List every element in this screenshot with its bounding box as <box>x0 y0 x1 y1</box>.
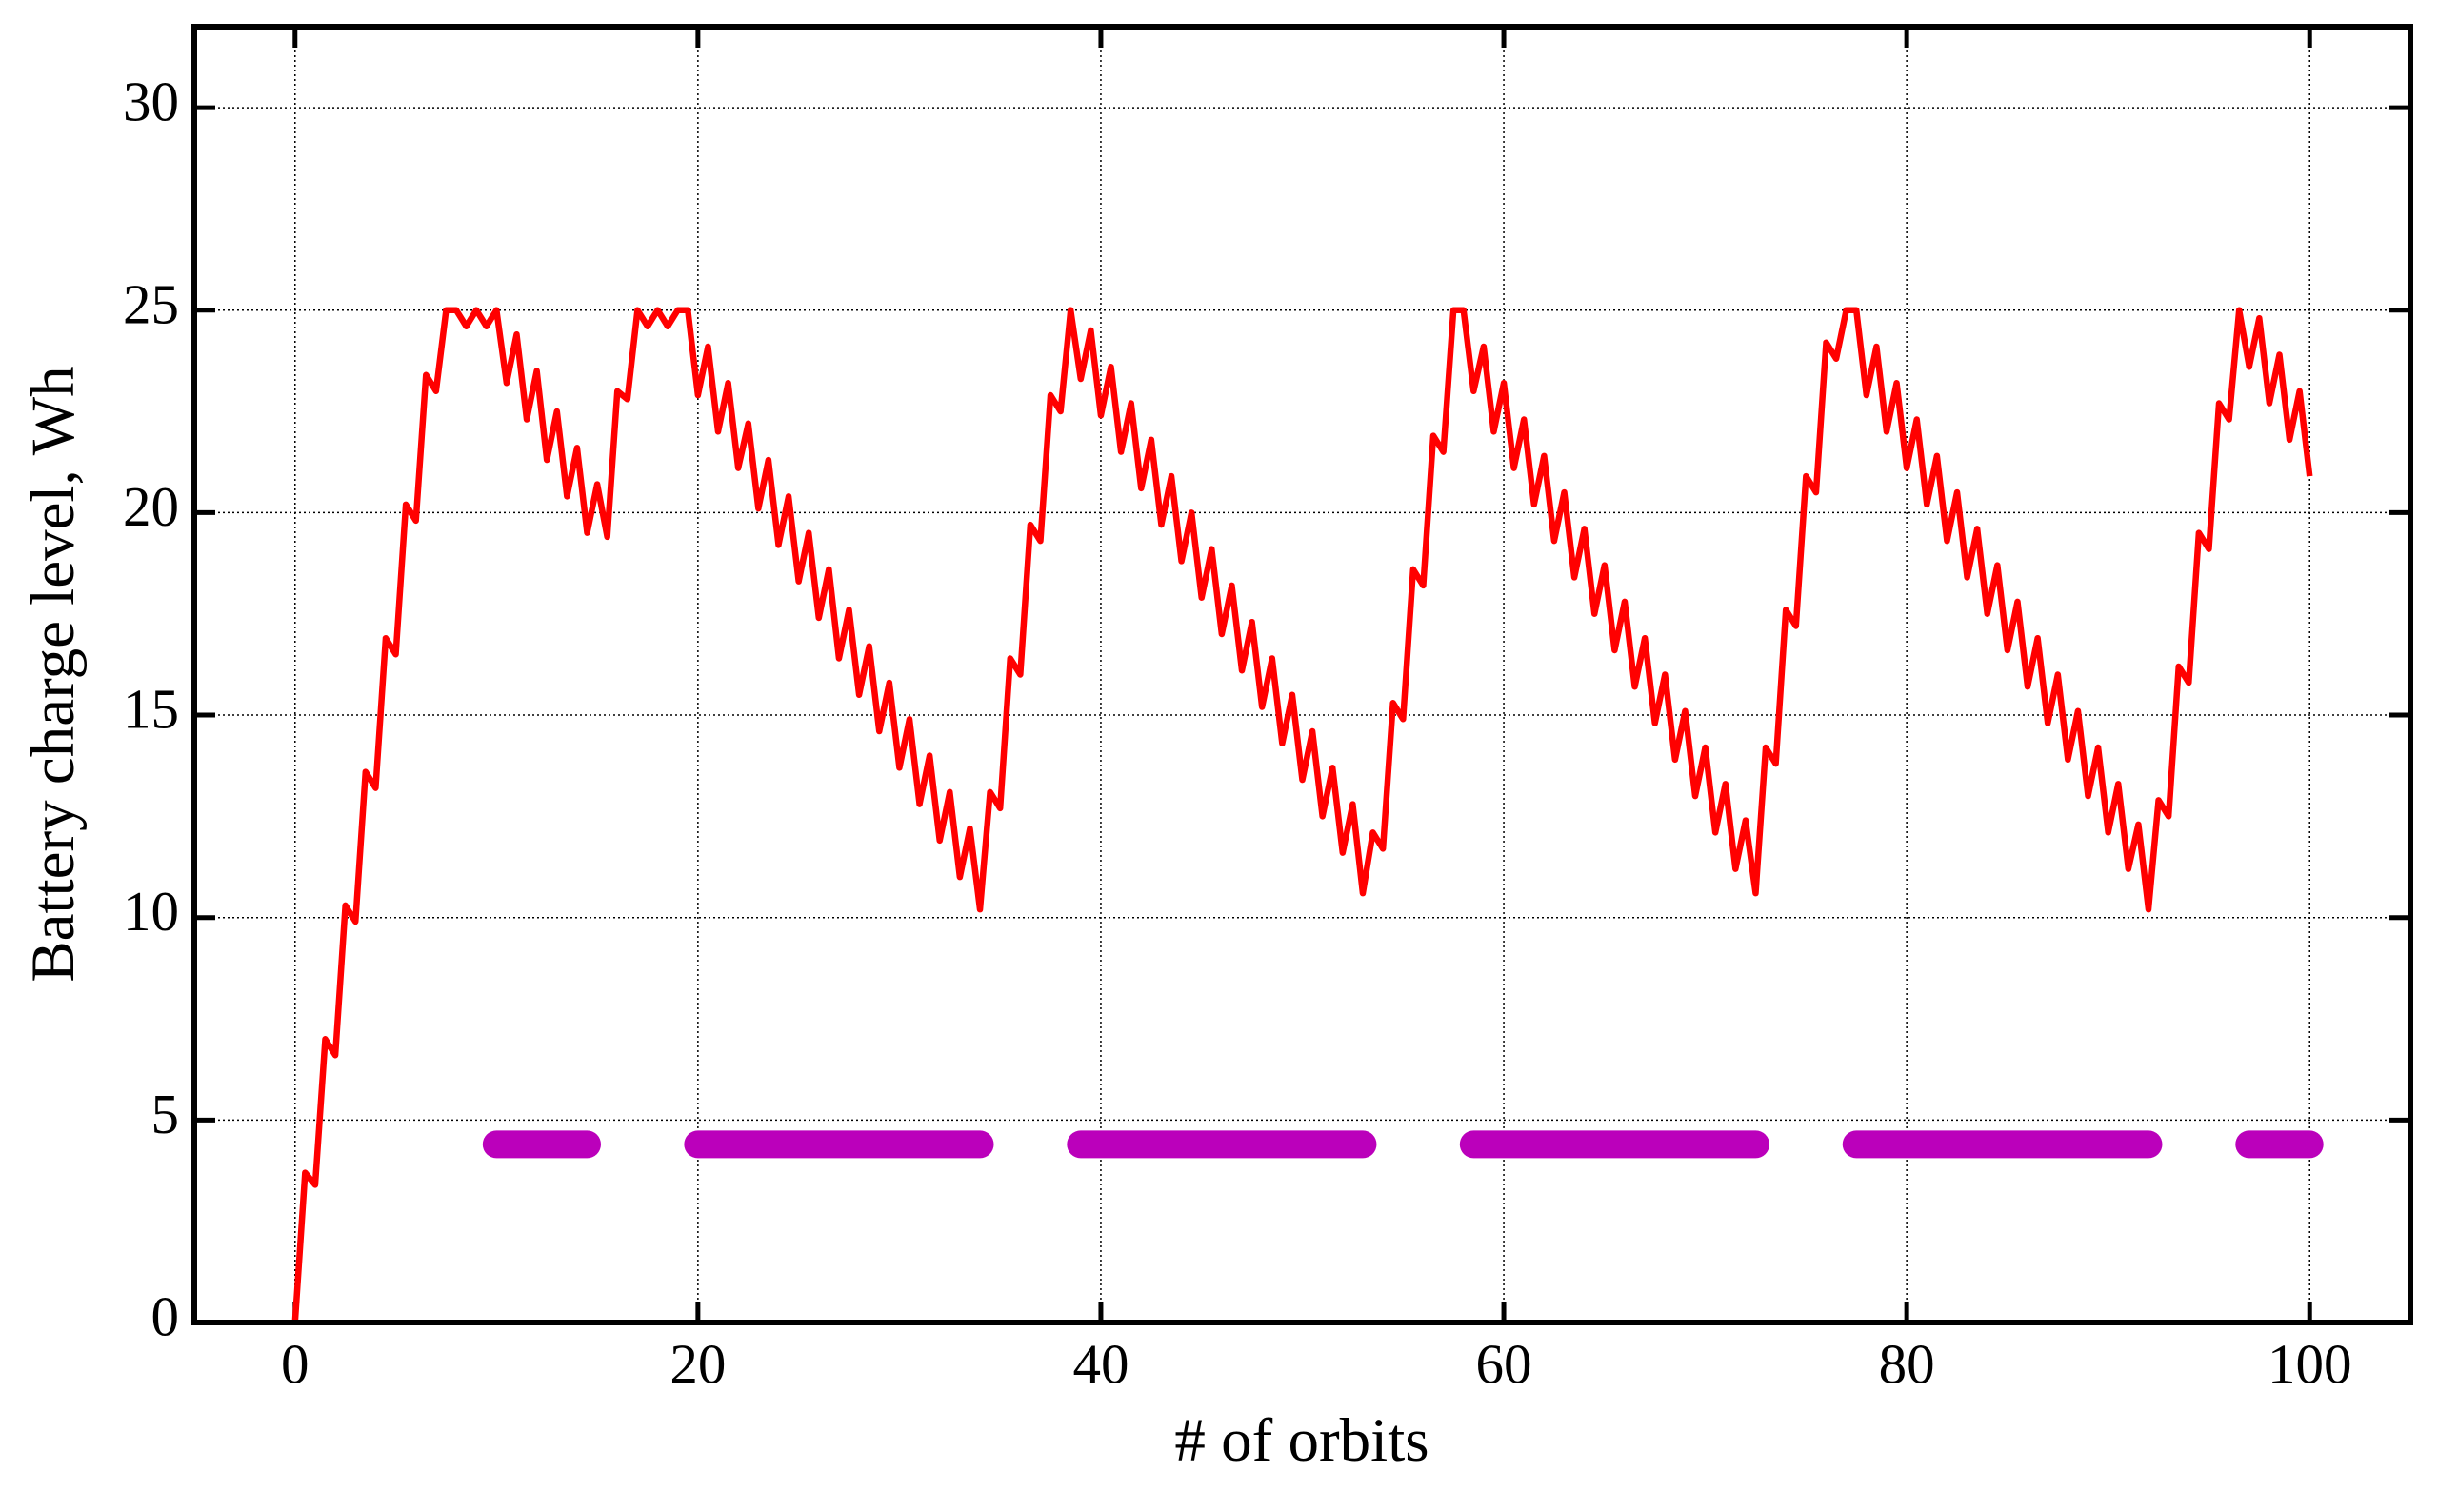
x-tick-label: 0 <box>281 1333 310 1396</box>
x-tick-label: 40 <box>1072 1333 1129 1396</box>
y-tick-label: 20 <box>123 475 179 538</box>
y-tick-label: 0 <box>151 1285 180 1348</box>
x-tick-label: 80 <box>1879 1333 1935 1396</box>
y-tick-label: 30 <box>123 70 179 133</box>
y-tick-label: 5 <box>151 1083 180 1145</box>
x-tick-label: 60 <box>1476 1333 1532 1396</box>
y-axis-label: Battery charge level, Wh <box>19 366 88 982</box>
y-tick-label: 10 <box>123 880 179 943</box>
y-tick-label: 25 <box>123 272 179 335</box>
y-tick-label: 15 <box>123 678 179 741</box>
x-axis-label: # of orbits <box>1174 1406 1429 1475</box>
x-tick-label: 100 <box>2268 1333 2352 1396</box>
charge-line <box>291 307 2313 1323</box>
x-tick-label: 20 <box>669 1333 726 1396</box>
plot-frame <box>191 24 2413 1325</box>
